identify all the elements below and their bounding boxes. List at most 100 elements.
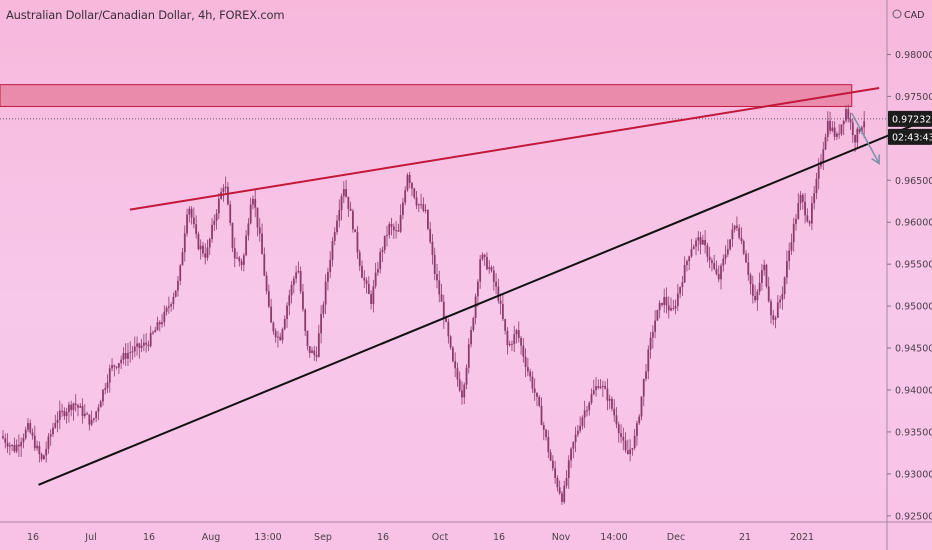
- candle-body: [456, 368, 459, 380]
- candle-body: [429, 228, 432, 242]
- candle-body: [440, 294, 443, 302]
- candle-body: [113, 365, 116, 367]
- candle-body: [751, 284, 754, 296]
- candle-body: [497, 286, 500, 301]
- candle-body: [140, 345, 143, 348]
- x-tick-label: 16: [143, 532, 155, 543]
- candle-body: [29, 423, 32, 433]
- candle-body: [402, 202, 404, 216]
- candle-body: [377, 269, 379, 273]
- candle-body: [117, 363, 120, 368]
- candle-body: [67, 404, 70, 413]
- candle-body: [574, 434, 577, 443]
- candle-body: [542, 424, 545, 430]
- candle-body: [265, 275, 268, 292]
- candle-body: [688, 256, 691, 262]
- candle-body: [179, 265, 182, 281]
- candle-body: [781, 294, 784, 300]
- y-tick-label: 0.96500: [895, 176, 932, 187]
- candle-body: [388, 224, 391, 235]
- candle-body: [815, 178, 818, 194]
- candle-body: [381, 250, 384, 252]
- candle-body: [633, 435, 636, 449]
- candle-body: [608, 398, 611, 401]
- candle-body: [458, 379, 461, 391]
- candle-body: [379, 251, 382, 270]
- candle-body: [835, 133, 838, 137]
- candle-body: [856, 128, 859, 143]
- x-tick-label: Oct: [432, 532, 449, 543]
- candle-body: [249, 204, 252, 224]
- chart-title: Australian Dollar/Canadian Dollar, 4h, F…: [6, 8, 285, 22]
- candle-body: [858, 128, 861, 132]
- candle-body: [270, 306, 273, 323]
- candle-body: [474, 296, 477, 318]
- candle-body: [840, 124, 843, 135]
- x-tick-label: 14:00: [600, 532, 627, 543]
- candle-body: [77, 405, 79, 408]
- candle-body: [15, 444, 18, 452]
- candle-body: [756, 291, 759, 301]
- candle-body: [845, 109, 847, 121]
- candle-body: [645, 371, 647, 379]
- candle-body: [470, 330, 472, 345]
- candle-body: [595, 386, 597, 391]
- candle-body: [479, 259, 482, 282]
- candle-body: [295, 272, 298, 279]
- candle-body: [683, 264, 686, 283]
- candle-body: [438, 280, 441, 295]
- candle-body: [356, 232, 359, 253]
- candle-body: [545, 429, 547, 438]
- candle-body: [395, 230, 397, 232]
- candle-body: [54, 422, 57, 428]
- candle-body: [24, 429, 27, 439]
- candle-body: [167, 306, 170, 308]
- candle-body: [638, 416, 641, 424]
- candle-body: [672, 307, 675, 309]
- candle-body: [217, 198, 220, 214]
- candle-body: [311, 350, 313, 353]
- candle-body: [86, 413, 88, 415]
- candle-body: [463, 384, 466, 398]
- candle-body: [11, 444, 13, 446]
- candle-body: [299, 271, 302, 292]
- candle-body: [238, 257, 241, 262]
- candle-body: [263, 254, 266, 276]
- candle-body: [124, 352, 127, 359]
- candle-body: [374, 272, 377, 287]
- candle-body: [65, 412, 68, 417]
- candle-body: [583, 410, 586, 418]
- candle-body: [322, 304, 325, 314]
- candle-body: [522, 345, 525, 357]
- y-tick-label: 0.94000: [895, 385, 932, 396]
- candle-body: [749, 274, 752, 285]
- candle-body: [611, 398, 613, 409]
- candle-body: [40, 454, 43, 460]
- candle-body: [47, 436, 50, 449]
- candle-body: [461, 390, 463, 398]
- candle-body: [690, 249, 693, 257]
- x-tick-label: 16: [493, 532, 505, 543]
- candle-body: [104, 388, 107, 390]
- candle-body: [467, 344, 470, 368]
- x-tick-label: 2021: [790, 532, 814, 543]
- candle-body: [27, 423, 29, 430]
- candle-body: [204, 253, 207, 258]
- candle-body: [136, 343, 138, 347]
- candle-body: [465, 367, 468, 385]
- candle-body: [490, 267, 493, 271]
- candle-body: [679, 287, 682, 294]
- candle-body: [192, 217, 195, 225]
- candle-body: [170, 304, 173, 307]
- candle-body: [186, 214, 188, 234]
- candle-body: [567, 460, 570, 479]
- candle-body: [663, 296, 666, 306]
- candle-body: [790, 242, 793, 251]
- candle-body: [558, 487, 561, 494]
- candle-body: [613, 408, 616, 416]
- candle-body: [667, 305, 670, 311]
- candle-body: [481, 254, 484, 260]
- candle-body: [79, 405, 82, 408]
